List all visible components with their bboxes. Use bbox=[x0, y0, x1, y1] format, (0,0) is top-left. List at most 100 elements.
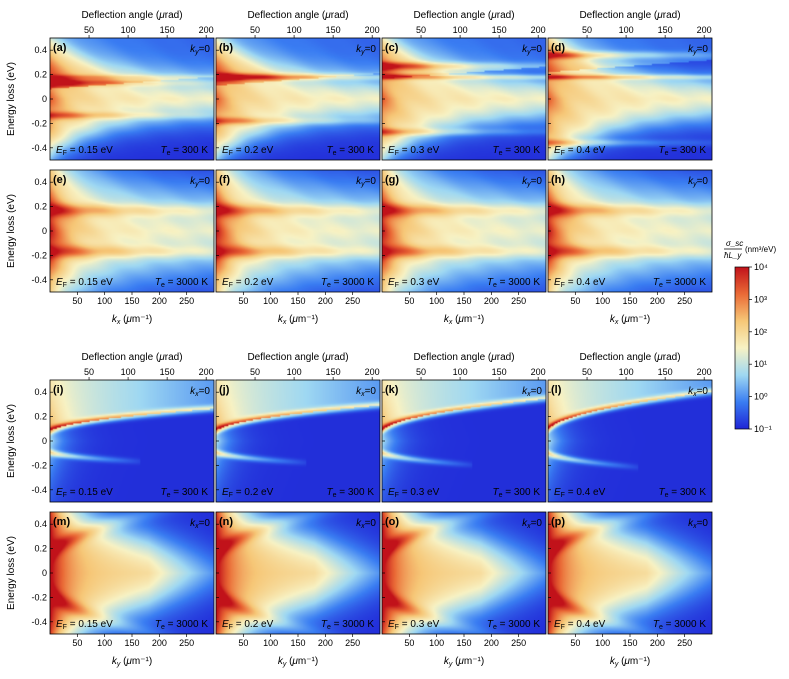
energy-tick-label: -0.4 bbox=[31, 485, 47, 495]
k-condition-label: kx=0 bbox=[688, 518, 708, 530]
k-axis-label: kx (μm⁻¹) bbox=[278, 314, 318, 326]
k-tick-label: 200 bbox=[650, 638, 665, 648]
fermi-energy-label: EF = 0.2 eV bbox=[222, 145, 274, 157]
k-tick-label: 250 bbox=[345, 638, 360, 648]
deflection-tick-label: 150 bbox=[326, 367, 341, 377]
colorbar-tick-label: 10³ bbox=[754, 294, 767, 304]
panel-label: (k) bbox=[385, 384, 399, 396]
panel-label: (h) bbox=[551, 174, 565, 186]
energy-tick-label: -0.2 bbox=[31, 460, 47, 470]
energy-tick-label: 0.2 bbox=[34, 412, 47, 422]
k-tick-label: 250 bbox=[677, 296, 692, 306]
deflection-axis-label: Deflection angle (μrad) bbox=[81, 10, 182, 21]
deflection-tick-label: 150 bbox=[492, 367, 507, 377]
deflection-tick-label: 200 bbox=[697, 367, 712, 377]
heatmap-image bbox=[50, 380, 214, 502]
k-tick-label: 50 bbox=[404, 638, 414, 648]
panel-h: (h) ky=0 EF = 0.4 eV Te = 3000 K bbox=[547, 169, 713, 293]
k-condition-label: kx=0 bbox=[356, 518, 376, 530]
heatmap-image bbox=[382, 512, 546, 634]
heatmap-image bbox=[548, 38, 712, 160]
electron-temperature-label: Te = 300 K bbox=[658, 487, 706, 499]
electron-temperature-label: Te = 3000 K bbox=[487, 277, 540, 289]
deflection-axis-label: Deflection angle (μrad) bbox=[247, 352, 348, 363]
fermi-energy-label: EF = 0.2 eV bbox=[222, 487, 274, 499]
panel-n: (n) kx=0 EF = 0.2 eV Te = 3000 K bbox=[215, 511, 381, 635]
fermi-energy-label: EF = 0.2 eV bbox=[222, 277, 274, 289]
fermi-energy-label: EF = 0.15 eV bbox=[56, 277, 113, 289]
deflection-axis-label: Deflection angle (μrad) bbox=[579, 352, 680, 363]
heatmap-image bbox=[382, 380, 546, 502]
energy-tick-label: -0.2 bbox=[31, 250, 47, 260]
deflection-axis-label: Deflection angle (μrad) bbox=[413, 10, 514, 21]
k-tick-label: 150 bbox=[456, 638, 471, 648]
k-tick-label: 100 bbox=[97, 296, 112, 306]
k-tick-label: 150 bbox=[290, 638, 305, 648]
panel-label: (l) bbox=[551, 384, 562, 396]
k-condition-label: ky=0 bbox=[522, 44, 542, 56]
colorbar-tick-label: 10² bbox=[754, 327, 767, 337]
energy-tick-label: 0.4 bbox=[34, 519, 47, 529]
electron-temperature-label: Te = 3000 K bbox=[487, 619, 540, 631]
k-tick-label: 100 bbox=[263, 638, 278, 648]
k-tick-label: 250 bbox=[179, 296, 194, 306]
k-tick-label: 100 bbox=[429, 296, 444, 306]
k-tick-label: 150 bbox=[456, 296, 471, 306]
deflection-axis-label: Deflection angle (μrad) bbox=[579, 10, 680, 21]
panel-l: (l) kx=0 EF = 0.4 eV Te = 300 K bbox=[547, 379, 713, 503]
deflection-tick-label: 150 bbox=[326, 25, 341, 35]
panel-label: (c) bbox=[385, 42, 399, 54]
fermi-energy-label: EF = 0.15 eV bbox=[56, 145, 113, 157]
panel-label: (e) bbox=[53, 174, 67, 186]
fermi-energy-label: EF = 0.2 eV bbox=[222, 619, 274, 631]
energy-tick-label: 0.4 bbox=[34, 177, 47, 187]
panel-label: (f) bbox=[219, 174, 230, 186]
electron-temperature-label: Te = 3000 K bbox=[653, 277, 706, 289]
panel-label: (i) bbox=[53, 384, 64, 396]
electron-temperature-label: Te = 3000 K bbox=[155, 277, 208, 289]
k-tick-label: 200 bbox=[152, 296, 167, 306]
colorbar-title-numerator: σ_sc bbox=[726, 239, 743, 248]
heatmap-image bbox=[382, 38, 546, 160]
panel-label: (d) bbox=[551, 42, 565, 54]
panel-b: (b) ky=0 EF = 0.2 eV Te = 300 K bbox=[215, 37, 381, 161]
panel-label: (n) bbox=[219, 516, 233, 528]
k-axis-label: ky (μm⁻¹) bbox=[278, 656, 318, 668]
k-condition-label: ky=0 bbox=[522, 176, 542, 188]
k-tick-label: 50 bbox=[570, 296, 580, 306]
deflection-tick-label: 100 bbox=[287, 367, 302, 377]
k-condition-label: ky=0 bbox=[688, 176, 708, 188]
energy-tick-label: 0 bbox=[42, 568, 47, 578]
fermi-energy-label: EF = 0.4 eV bbox=[554, 145, 606, 157]
k-condition-label: kx=0 bbox=[356, 386, 376, 398]
colorbar-tick-label: 10⁴ bbox=[754, 262, 768, 272]
deflection-tick-label: 100 bbox=[453, 367, 468, 377]
k-tick-label: 50 bbox=[404, 296, 414, 306]
deflection-tick-label: 100 bbox=[619, 367, 634, 377]
heatmap-image bbox=[548, 512, 712, 634]
k-tick-label: 200 bbox=[484, 296, 499, 306]
k-tick-label: 150 bbox=[622, 296, 637, 306]
heatmap-image bbox=[216, 170, 380, 292]
panel-e: (e) ky=0 EF = 0.15 eV Te = 3000 K bbox=[49, 169, 215, 293]
k-tick-label: 150 bbox=[622, 638, 637, 648]
electron-temperature-label: Te = 3000 K bbox=[321, 619, 374, 631]
energy-tick-label: 0 bbox=[42, 94, 47, 104]
panel-label: (g) bbox=[385, 174, 399, 186]
k-condition-label: ky=0 bbox=[190, 176, 210, 188]
deflection-axis-label: Deflection angle (μrad) bbox=[247, 10, 348, 21]
colorbar: σ_sc ħL_y(nm³/eV) 10⁴ 10³ 10² 10¹ 10⁰ 10⁻¹ bbox=[724, 239, 776, 434]
deflection-axis-label: Deflection angle (μrad) bbox=[413, 352, 514, 363]
panel-p: (p) kx=0 EF = 0.4 eV Te = 3000 K bbox=[547, 511, 713, 635]
deflection-tick-label: 200 bbox=[199, 25, 214, 35]
k-tick-label: 150 bbox=[124, 296, 139, 306]
fermi-energy-label: EF = 0.4 eV bbox=[554, 619, 606, 631]
energy-tick-label: 0 bbox=[42, 436, 47, 446]
colorbar-tick-label: 10⁰ bbox=[754, 392, 768, 402]
deflection-tick-label: 100 bbox=[121, 367, 136, 377]
colorbar-gradient bbox=[734, 266, 750, 430]
deflection-tick-label: 200 bbox=[199, 367, 214, 377]
k-tick-label: 100 bbox=[595, 296, 610, 306]
k-condition-label: ky=0 bbox=[356, 176, 376, 188]
